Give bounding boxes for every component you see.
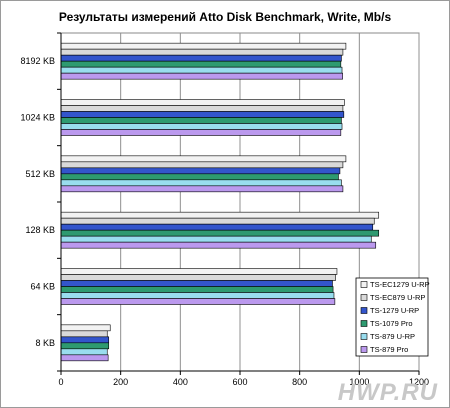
bar [60, 167, 341, 175]
bar [60, 342, 110, 350]
legend-swatch [360, 307, 368, 314]
watermark: HWP.RU [338, 379, 438, 406]
x-tick-label: 800 [292, 377, 307, 387]
y-tick-label: 8192 KB [20, 56, 55, 66]
bar [60, 211, 380, 219]
bar [60, 354, 109, 362]
bar [60, 99, 345, 106]
bar [60, 60, 342, 68]
bar [60, 117, 342, 124]
bar [60, 105, 344, 112]
bar [60, 298, 336, 305]
bar [60, 286, 334, 293]
bar [60, 223, 374, 231]
bar [60, 268, 338, 275]
legend-swatch [360, 281, 368, 288]
bar [60, 292, 335, 299]
y-tick-label: 512 KB [25, 169, 55, 179]
bar [60, 217, 375, 225]
bar [60, 72, 343, 80]
legend-label: TS-EC1279 U-RP [370, 280, 430, 289]
bar [60, 155, 347, 163]
y-tick-label: 64 KB [30, 282, 55, 292]
bar [60, 229, 380, 237]
x-tick-label: 1000 [349, 377, 369, 387]
legend-swatch [360, 346, 368, 353]
bar [60, 54, 342, 62]
bar [60, 111, 345, 118]
legend-swatch [360, 320, 368, 327]
bar [60, 179, 342, 187]
bar [60, 123, 343, 130]
bar [60, 330, 108, 338]
legend-label: TS-1279 U-RP [370, 306, 419, 315]
bar [60, 280, 333, 287]
x-tick-label: 200 [113, 377, 128, 387]
bar [60, 185, 344, 193]
bar [60, 161, 344, 169]
x-tick-label: 0 [58, 377, 63, 387]
legend-label: TS-1079 Pro [370, 319, 413, 328]
x-tick-label: 1200 [409, 377, 429, 387]
legend-label: TS-879 U-RP [370, 332, 415, 341]
legend-swatch [360, 294, 368, 301]
legend-label: TS-879 Pro [370, 345, 408, 354]
legend-label: TS-EC879 U-RP [370, 293, 425, 302]
y-tick-label: 1024 KB [20, 113, 55, 123]
bar [60, 42, 347, 50]
x-tick-label: 400 [173, 377, 188, 387]
bar [60, 274, 336, 281]
bar [60, 66, 343, 74]
x-tick-label: 600 [232, 377, 247, 387]
y-tick-label: 128 KB [25, 225, 55, 235]
chart-title: Результаты измерений Atto Disk Benchmark… [59, 10, 392, 24]
legend-box [355, 277, 429, 357]
bar [60, 324, 111, 332]
legend-swatch [360, 333, 368, 340]
y-tick-label: 8 KB [35, 338, 55, 348]
bar [60, 235, 372, 243]
bar [60, 129, 342, 136]
bar [60, 48, 344, 56]
bar [60, 336, 110, 344]
bar [60, 348, 108, 356]
bar [60, 173, 339, 181]
bar [60, 241, 377, 249]
